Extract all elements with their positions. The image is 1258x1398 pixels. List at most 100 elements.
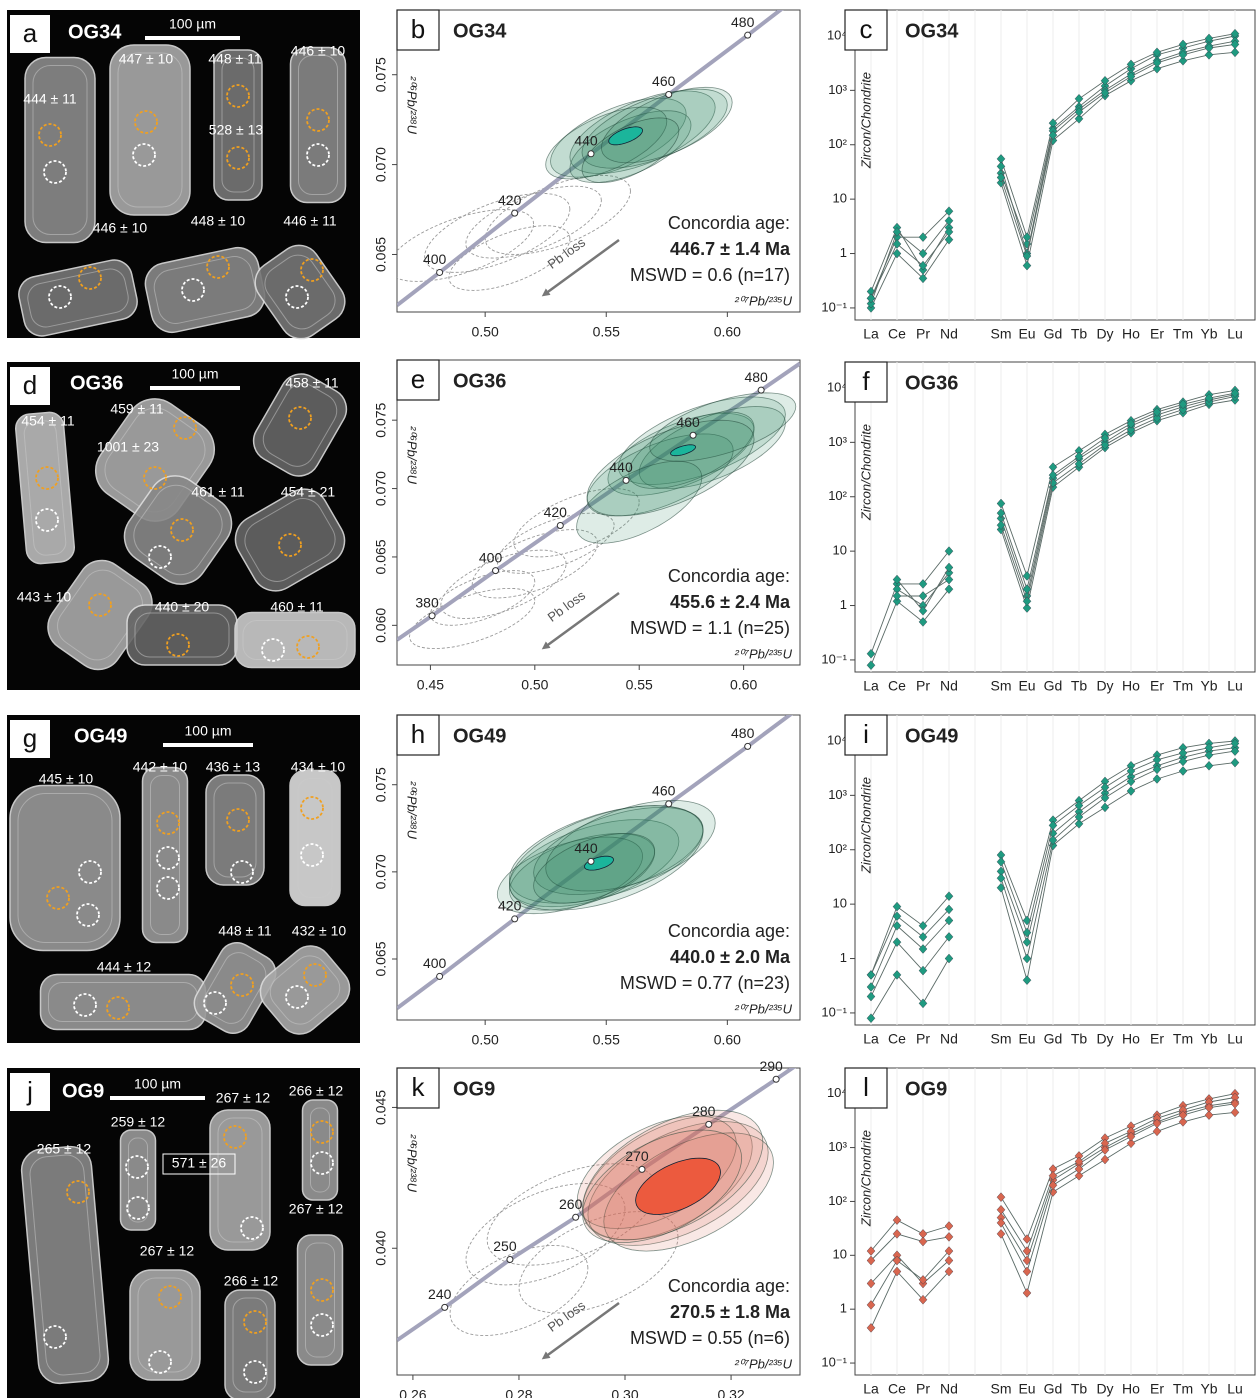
panel-title: OG34 (453, 20, 507, 42)
data-point (866, 970, 876, 980)
plot-frame (396, 1067, 801, 1376)
x-tick-label: Er (1150, 678, 1164, 694)
data-point (1204, 760, 1214, 771)
data-ellipse (581, 88, 728, 169)
concordia-age-label: 460 (652, 783, 676, 799)
spot-ree (181, 278, 205, 302)
data-point (1022, 937, 1032, 947)
data-point (866, 660, 876, 671)
spot-pb (226, 84, 250, 108)
data-point (1204, 750, 1214, 760)
crystal (209, 1109, 271, 1251)
age-label: 1001 ± 23 (97, 439, 159, 455)
spot-pb (66, 1180, 90, 1204)
concordia-age-label: 480 (731, 14, 755, 30)
data-point (918, 1275, 928, 1285)
concordia-point (622, 476, 630, 484)
data-point (1230, 757, 1240, 768)
panel-title: OG9 (905, 1078, 947, 1100)
y-tick-label: 10⁻¹ (821, 1004, 847, 1019)
age-label-box (162, 1153, 236, 1175)
spot-pb (78, 266, 102, 290)
data-point (892, 248, 902, 259)
concordia-point (441, 1303, 449, 1311)
x-tick-label: La (863, 678, 879, 694)
plot-area (397, 361, 800, 650)
panel-title: OG34 (905, 20, 959, 42)
data-point (1178, 1110, 1188, 1120)
concordia-age-label: 420 (498, 898, 522, 914)
x-tick-label: Eu (1018, 1031, 1035, 1047)
concordia-curve (430, 388, 763, 618)
data-point (1126, 766, 1136, 776)
x-tick-label: 0.50 (472, 324, 499, 340)
x-tick-label: 0.55 (626, 677, 653, 693)
concordia-age-label: 270 (625, 1148, 649, 1164)
data-point (1126, 786, 1136, 796)
spot-ree (148, 1350, 172, 1374)
series-line (870, 740, 1236, 976)
data-point (944, 1246, 954, 1256)
x-tick-label: Tm (1173, 1381, 1193, 1397)
spot-ree (73, 993, 97, 1017)
x-tick-label: Ho (1122, 1381, 1140, 1397)
panel-letter-box (10, 1073, 50, 1111)
x-tick-label: 0.50 (472, 1032, 499, 1048)
data-point (1100, 802, 1110, 813)
age-label: 446 ± 10 (291, 43, 346, 59)
spot-ree (310, 1151, 334, 1175)
panel-letter: h (411, 719, 425, 749)
series-line (870, 1097, 1236, 1306)
scale-label: 100 µm (172, 366, 219, 382)
x-tick-label: Nd (940, 678, 958, 694)
crystal-zoning (128, 1137, 148, 1223)
spot-pb (156, 811, 180, 835)
data-ellipse (533, 806, 704, 895)
crystal (252, 373, 348, 477)
concordia-point (638, 1165, 646, 1173)
y-tick-label: 0.075 (373, 767, 389, 802)
age-label: 267 ± 12 (140, 1243, 195, 1259)
crystal-zoning (133, 484, 223, 576)
data-point (866, 1278, 876, 1289)
data-point (918, 932, 928, 942)
data-ellipse (600, 86, 733, 164)
y-tick-label: 10² (828, 1193, 847, 1208)
crystal-zoning (305, 1242, 335, 1358)
age-label: 459 ± 11 (110, 401, 164, 417)
concordia-extension (775, 1068, 797, 1081)
concordia-point (428, 612, 436, 620)
data-point (1152, 755, 1162, 765)
concordia-age-label: 400 (479, 549, 503, 565)
crystal-zoning (153, 256, 257, 324)
series-line (870, 742, 1236, 976)
data-point (1022, 596, 1032, 607)
data-point (866, 648, 876, 659)
spot-ree (310, 1313, 334, 1337)
crystal-zoning (23, 420, 67, 556)
data-point (918, 1294, 928, 1305)
data-point (996, 172, 1006, 183)
x-tick-label: Pr (916, 1381, 930, 1397)
data-point (1230, 39, 1240, 50)
concordia-extension (397, 614, 434, 642)
data-point (944, 953, 954, 964)
data-point (1100, 793, 1110, 803)
data-point (892, 574, 902, 585)
panel-letter-box (844, 361, 888, 403)
concordia-extension (397, 1305, 446, 1342)
data-point (944, 1266, 954, 1277)
y-tick-label: 10 (833, 896, 847, 911)
panel-letter: c (860, 14, 873, 44)
crystal (213, 49, 263, 201)
data-point (918, 248, 928, 259)
concordia-age-label: 480 (744, 369, 768, 385)
annotation-label: Concordia age: (668, 1276, 790, 1296)
data-point (1126, 418, 1136, 429)
x-tick-label: Ce (888, 1031, 906, 1047)
y-tick-label: 10⁻¹ (821, 1354, 847, 1369)
plot-frame (854, 714, 1256, 1026)
x-tick-label: Tb (1071, 678, 1088, 694)
age-label: 448 ± 11 (208, 51, 262, 67)
spot-ree (243, 1360, 267, 1384)
